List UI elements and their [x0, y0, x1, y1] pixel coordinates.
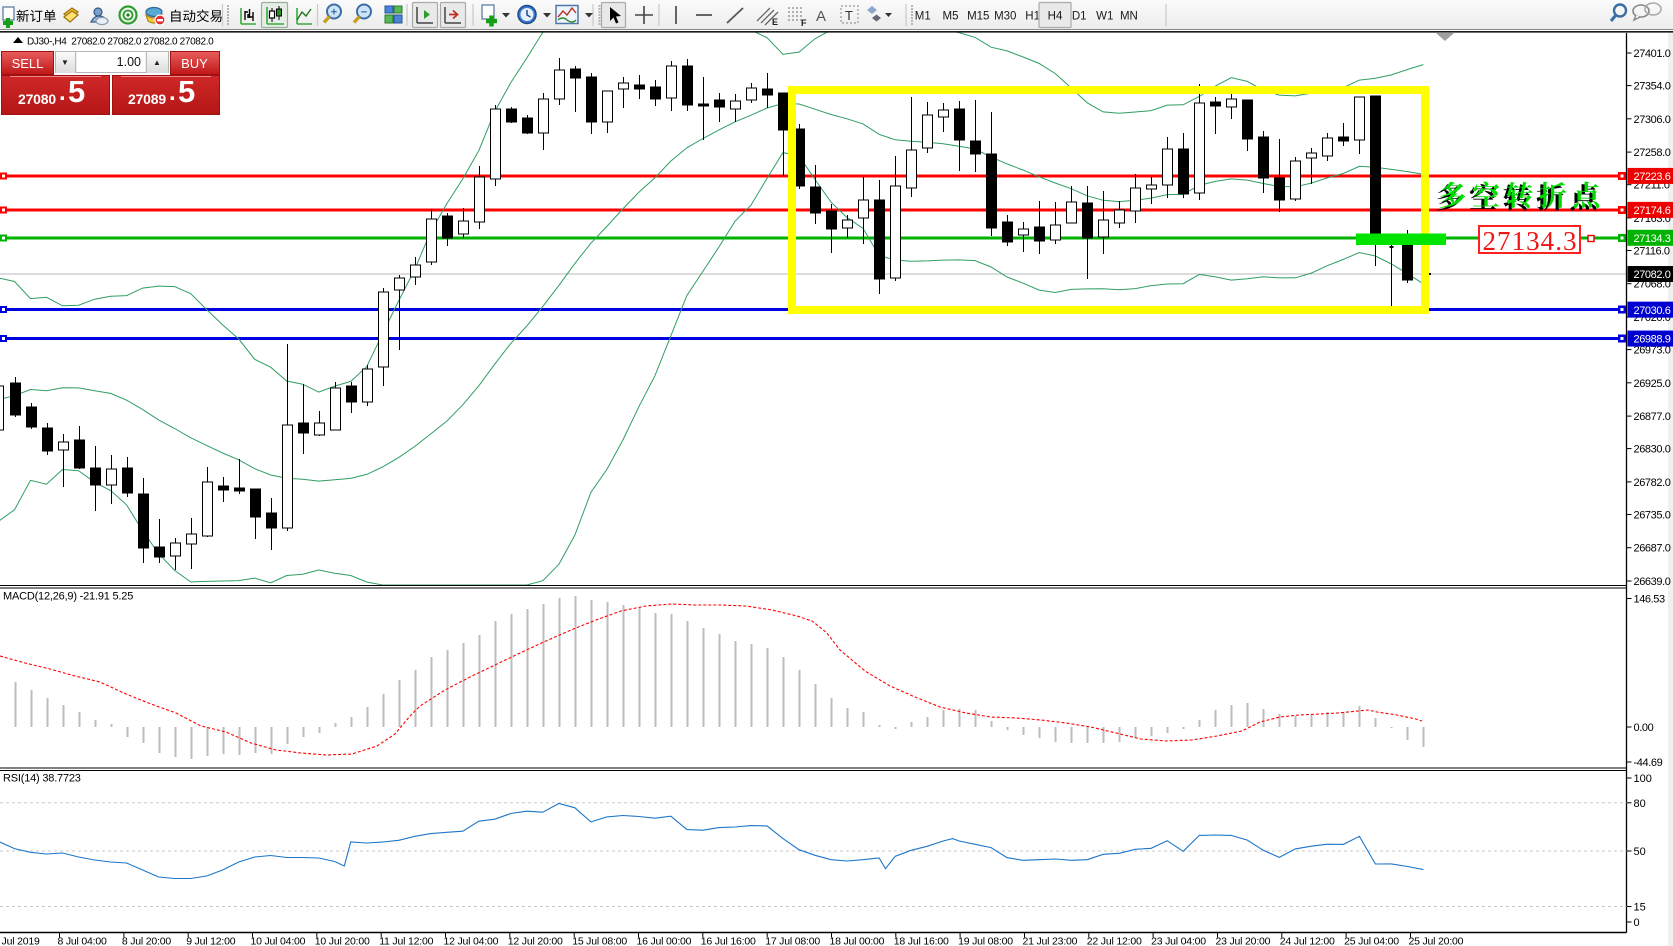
svg-text:19 Jul 08:00: 19 Jul 08:00 — [958, 936, 1013, 946]
svg-text:DJ30-,H4 27082.0 27082.0 2708: DJ30-,H4 27082.0 27082.0 27082.0 27082.0 — [27, 37, 214, 48]
svg-text:27258.0: 27258.0 — [1634, 147, 1671, 159]
svg-text:27030.6: 27030.6 — [1634, 305, 1671, 317]
svg-text:100: 100 — [1634, 773, 1652, 785]
svg-text:146.53: 146.53 — [1634, 594, 1666, 606]
svg-text:9 Jul 12:00: 9 Jul 12:00 — [186, 936, 236, 946]
svg-text:26973.0: 26973.0 — [1634, 345, 1671, 357]
svg-text:27134.3: 27134.3 — [1634, 233, 1671, 245]
svg-text:−: − — [361, 7, 367, 19]
svg-text:27401.0: 27401.0 — [1634, 48, 1671, 60]
svg-text:RSI(14) 38.7723: RSI(14) 38.7723 — [3, 773, 81, 785]
svg-text:26687.0: 26687.0 — [1634, 543, 1671, 555]
svg-text:8 Jul 20:00: 8 Jul 20:00 — [122, 936, 172, 946]
svg-text:16 Jul 00:00: 16 Jul 00:00 — [637, 936, 692, 946]
svg-text:26988.9: 26988.9 — [1634, 334, 1671, 346]
svg-text:23 Jul 04:00: 23 Jul 04:00 — [1151, 936, 1206, 946]
svg-text:8 Jul 04:00: 8 Jul 04:00 — [58, 936, 108, 946]
svg-text:26830.0: 26830.0 — [1634, 444, 1671, 456]
svg-text:27354.0: 27354.0 — [1634, 81, 1671, 93]
svg-text:M15: M15 — [967, 11, 989, 23]
svg-text:M1: M1 — [915, 11, 931, 23]
svg-text:MACD(12,26,9) -21.91 5.25: MACD(12,26,9) -21.91 5.25 — [3, 591, 133, 603]
svg-text:M5: M5 — [943, 11, 959, 23]
svg-text:15: 15 — [1634, 902, 1646, 914]
svg-text:11 Jul 12:00: 11 Jul 12:00 — [379, 936, 433, 946]
svg-text:26639.0: 26639.0 — [1634, 576, 1671, 588]
svg-text:E: E — [772, 17, 778, 27]
svg-text:27223.6: 27223.6 — [1634, 171, 1671, 183]
svg-text:17 Jul 08:00: 17 Jul 08:00 — [765, 936, 820, 946]
svg-text:12 Jul 04:00: 12 Jul 04:00 — [444, 936, 499, 946]
svg-text:H4: H4 — [1048, 11, 1063, 23]
svg-text:10 Jul 04:00: 10 Jul 04:00 — [251, 936, 306, 946]
svg-text:26925.0: 26925.0 — [1634, 378, 1671, 390]
svg-text:50: 50 — [1634, 846, 1646, 858]
svg-text:27174.6: 27174.6 — [1634, 205, 1671, 217]
svg-text:0.00: 0.00 — [1634, 722, 1654, 734]
svg-text:22 Jul 12:00: 22 Jul 12:00 — [1087, 936, 1142, 946]
svg-text:25 Jul 20:00: 25 Jul 20:00 — [1409, 936, 1464, 946]
svg-text:25 Jul 04:00: 25 Jul 04:00 — [1344, 936, 1399, 946]
svg-text:26735.0: 26735.0 — [1634, 510, 1671, 522]
svg-text:D1: D1 — [1072, 11, 1087, 23]
svg-text:+: + — [331, 7, 337, 19]
svg-text:18 Jul 00:00: 18 Jul 00:00 — [830, 936, 885, 946]
svg-text:H1: H1 — [1025, 11, 1040, 23]
svg-text:27306.0: 27306.0 — [1634, 114, 1671, 126]
svg-text:0: 0 — [1634, 917, 1640, 929]
svg-text:A: A — [816, 8, 826, 25]
svg-text:23 Jul 20:00: 23 Jul 20:00 — [1216, 936, 1271, 946]
svg-text:27116.0: 27116.0 — [1634, 246, 1670, 258]
svg-text:MN: MN — [1120, 11, 1138, 23]
svg-text:12 Jul 20:00: 12 Jul 20:00 — [508, 936, 563, 946]
svg-text:80: 80 — [1634, 798, 1646, 810]
svg-text:27082.0: 27082.0 — [1634, 269, 1671, 281]
svg-text:18 Jul 16:00: 18 Jul 16:00 — [894, 936, 949, 946]
svg-text:10 Jul 20:00: 10 Jul 20:00 — [315, 936, 370, 946]
svg-text:W1: W1 — [1096, 11, 1113, 23]
svg-text:F: F — [801, 18, 807, 28]
svg-text:T: T — [845, 8, 853, 23]
svg-text:M30: M30 — [994, 11, 1016, 23]
svg-text:27134.3: 27134.3 — [1483, 226, 1577, 256]
svg-text:-44.69: -44.69 — [1634, 757, 1663, 769]
svg-text:21 Jul 23:00: 21 Jul 23:00 — [1023, 936, 1078, 946]
svg-text:26782.0: 26782.0 — [1634, 477, 1671, 489]
svg-text:26877.0: 26877.0 — [1634, 411, 1671, 423]
svg-text:5 Jul 2019: 5 Jul 2019 — [0, 936, 40, 946]
svg-text:16 Jul 16:00: 16 Jul 16:00 — [701, 936, 756, 946]
svg-text:24 Jul 12:00: 24 Jul 12:00 — [1280, 936, 1335, 946]
svg-text:15 Jul 08:00: 15 Jul 08:00 — [572, 936, 627, 946]
